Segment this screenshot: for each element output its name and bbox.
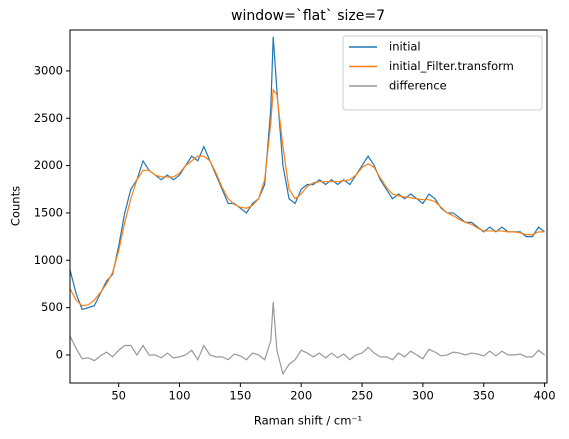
- y-tick-label: 500: [41, 300, 63, 314]
- x-axis-label: Raman shift / cm⁻¹: [254, 414, 362, 428]
- y-tick-label: 2500: [34, 111, 63, 125]
- y-tick-label: 0: [56, 347, 63, 361]
- legend-label: initial: [389, 40, 421, 54]
- series-line: [70, 88, 545, 307]
- x-tick-label: 50: [111, 389, 126, 403]
- y-tick-label: 1000: [34, 253, 63, 267]
- y-axis-label: Counts: [9, 186, 23, 226]
- legend-label: difference: [389, 79, 447, 93]
- legend-label: initial_Filter.transform: [389, 59, 514, 73]
- y-tick-label: 2000: [34, 158, 63, 172]
- series-line: [70, 301, 545, 376]
- x-tick-label: 250: [351, 389, 373, 403]
- x-tick-label: 300: [412, 389, 434, 403]
- y-tick-label: 1500: [34, 205, 63, 219]
- x-tick-label: 100: [169, 389, 191, 403]
- legend-box: [342, 35, 543, 111]
- x-tick-label: 150: [229, 389, 251, 403]
- x-tick-label: 350: [473, 389, 495, 403]
- plot-frame: [69, 29, 548, 384]
- y-tick-label: 3000: [34, 63, 63, 77]
- x-tick-label: 400: [534, 389, 556, 403]
- x-tick-label: 200: [290, 389, 312, 403]
- chart-title: window=`flat` size=7: [231, 8, 385, 24]
